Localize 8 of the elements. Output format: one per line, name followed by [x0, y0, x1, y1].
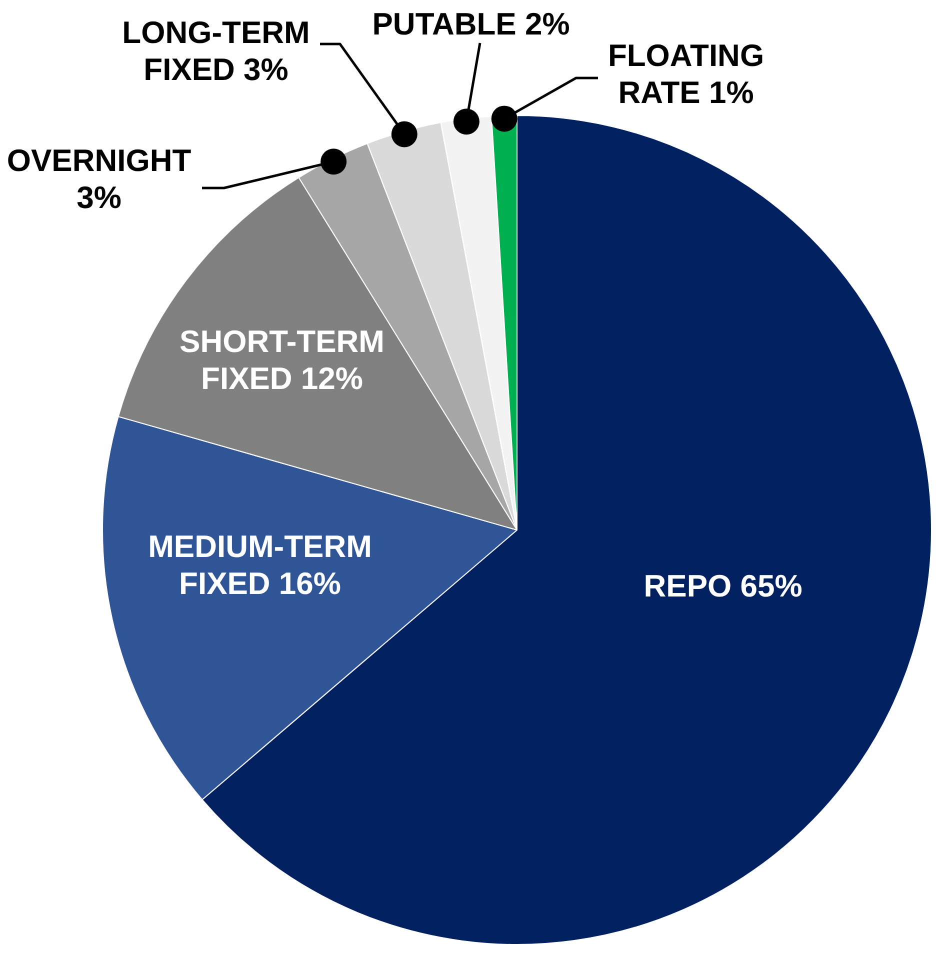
- data-label: 3%: [76, 180, 122, 216]
- slice-label: FLOATING RATE 1%: [608, 38, 764, 110]
- slice-label: OVERNIGHT: [6, 143, 192, 178]
- slice-label: SHORT-TERM FIXED 12%: [180, 324, 384, 396]
- slice-label: LONG-TERM FIXED 3%: [122, 15, 310, 88]
- slice-label: MEDIUM-TERM FIXED 16%: [148, 529, 372, 602]
- slice-label: REPO 65%: [644, 568, 802, 604]
- slice-label: PUTABLE 2%: [372, 6, 570, 42]
